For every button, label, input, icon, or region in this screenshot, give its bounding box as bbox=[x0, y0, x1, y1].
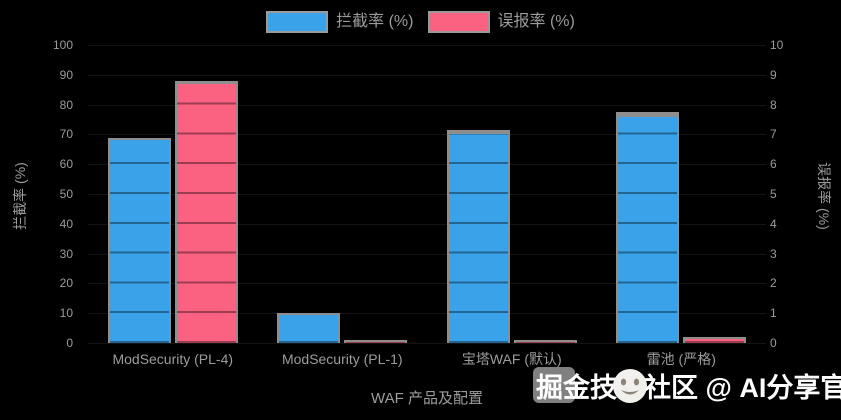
legend: 拦截率 (%) 误报率 (%) bbox=[0, 11, 841, 33]
legend-label: 误报率 (%) bbox=[497, 13, 575, 30]
watermark-text: 掘金技术社区 @ AI分享官 bbox=[536, 373, 841, 403]
gridline bbox=[88, 194, 766, 195]
y-tick-label-left: 90 bbox=[59, 67, 73, 82]
x-tick-label: ModSecurity (PL-1) bbox=[281, 351, 403, 367]
y-tick-label-right: 5 bbox=[770, 187, 777, 201]
bar-pink-3 bbox=[513, 340, 577, 343]
bar-grid-overlay bbox=[176, 83, 236, 343]
plot-area bbox=[88, 45, 766, 344]
y-tick-label-left: 20 bbox=[59, 276, 73, 291]
gridline bbox=[88, 74, 766, 76]
y-tick-label-left: 80 bbox=[59, 97, 73, 112]
gridline bbox=[88, 283, 766, 285]
y-axis-title-right: 误报率 (%) bbox=[816, 162, 832, 230]
bar-grid-overlay bbox=[618, 117, 678, 343]
y-tick-label-right: 10 bbox=[770, 38, 784, 52]
y-tick-label-right: 3 bbox=[770, 246, 777, 261]
gridline bbox=[88, 134, 766, 136]
y-tick-label-left: 10 bbox=[59, 306, 73, 321]
legend-swatch-blue bbox=[266, 11, 329, 33]
gridline bbox=[88, 223, 766, 225]
gridline bbox=[88, 343, 766, 344]
legend-item-block-rate: 拦截率 (%) bbox=[266, 11, 414, 33]
y-tick-label-right: 8 bbox=[770, 97, 777, 112]
bar-blue-4 bbox=[616, 112, 680, 343]
y-tick-label-right: 4 bbox=[770, 216, 777, 231]
bar-blue-1 bbox=[107, 137, 171, 343]
bar-grid-overlay bbox=[279, 314, 339, 343]
moon-face-emoji-icon bbox=[612, 368, 648, 409]
x-tick-label: 雷池 (严格) bbox=[646, 351, 716, 367]
y-tick-label-right: 0 bbox=[770, 336, 777, 350]
x-tick-label: 宝塔WAF (默认) bbox=[461, 351, 562, 367]
bar-pink-1 bbox=[174, 80, 238, 343]
y-axis-title-left: 拦截率 (%) bbox=[12, 162, 28, 230]
legend-swatch-pink bbox=[427, 11, 490, 33]
x-tick-label: ModSecurity (PL-4) bbox=[112, 351, 234, 367]
bar-grid-overlay bbox=[685, 339, 745, 343]
y-tick-label-left: 70 bbox=[59, 127, 73, 142]
y-tick-label-left: 60 bbox=[59, 157, 73, 172]
bar-pink-2 bbox=[344, 340, 408, 343]
gridline bbox=[88, 45, 766, 46]
gridline bbox=[88, 253, 766, 255]
x-axis-title: WAF 产品及配置 bbox=[371, 390, 483, 407]
y-tick-label-left: 50 bbox=[59, 187, 73, 201]
bar-grid-overlay bbox=[515, 342, 575, 343]
y-tick-label-right: 2 bbox=[770, 276, 777, 291]
bar-blue-3 bbox=[446, 129, 510, 343]
bar-pink-4 bbox=[683, 337, 747, 343]
bar-grid-overlay bbox=[346, 342, 406, 343]
gridline bbox=[88, 313, 766, 315]
gridline bbox=[88, 164, 766, 166]
bar-blue-2 bbox=[277, 312, 341, 343]
y-tick-label-left: 0 bbox=[66, 336, 73, 350]
y-tick-label-right: 6 bbox=[770, 157, 777, 172]
bar-grid-overlay bbox=[448, 133, 508, 343]
y-tick-label-right: 9 bbox=[770, 67, 777, 82]
y-tick-label-left: 30 bbox=[59, 246, 73, 261]
y-tick-label-right: 1 bbox=[770, 306, 777, 321]
gridline bbox=[88, 104, 766, 106]
legend-label: 拦截率 (%) bbox=[336, 13, 414, 30]
watermark-background-chip bbox=[533, 367, 575, 403]
y-tick-label-right: 7 bbox=[770, 127, 777, 142]
bar-grid-overlay bbox=[109, 139, 169, 343]
y-tick-label-left: 100 bbox=[52, 38, 73, 52]
y-tick-label-left: 40 bbox=[59, 216, 73, 231]
legend-item-false-positive-rate: 误报率 (%) bbox=[427, 11, 575, 33]
